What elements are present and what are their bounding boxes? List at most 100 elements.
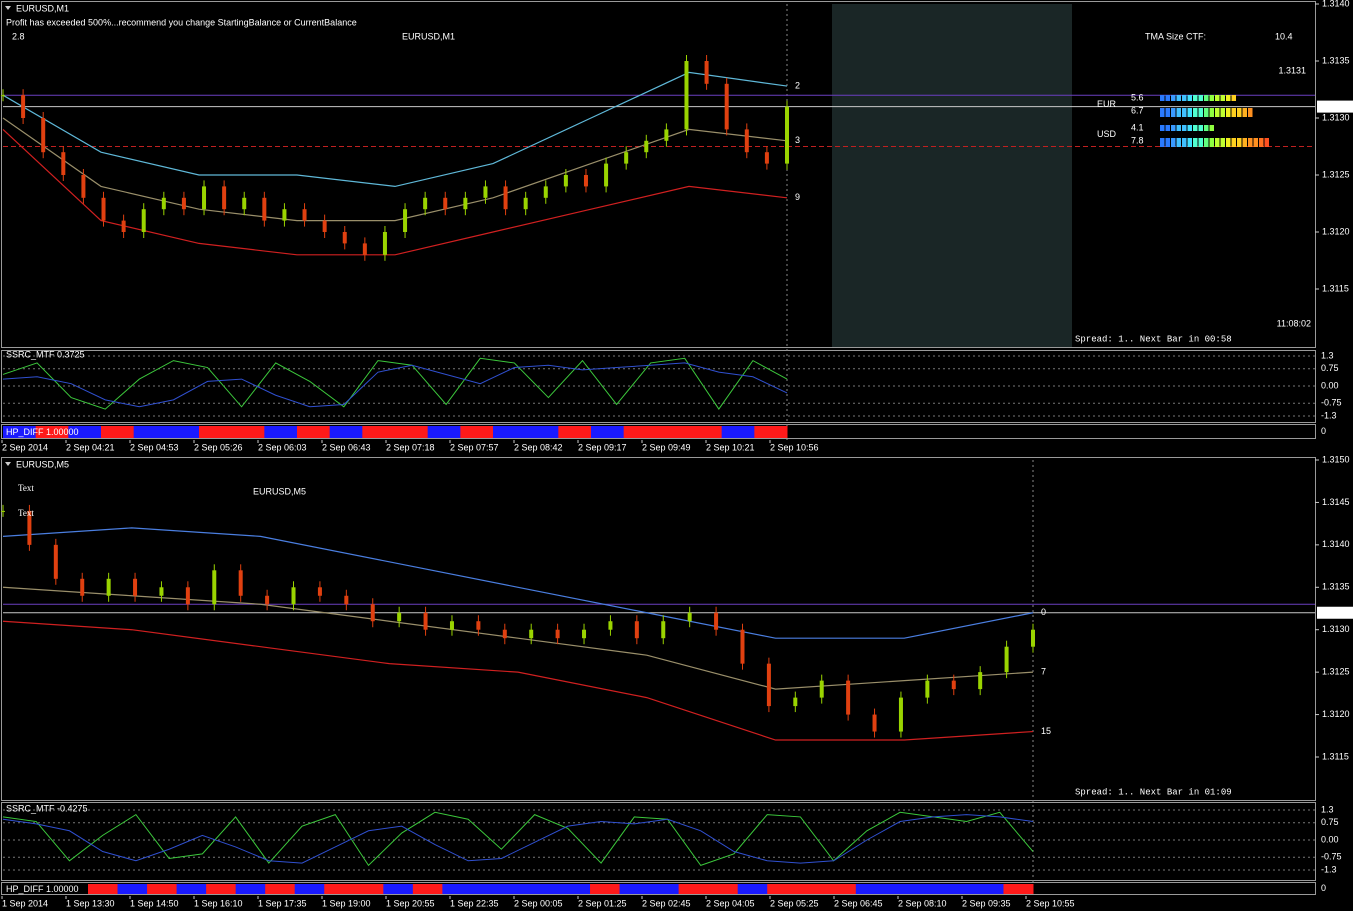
- time-label: 1 Sep 16:10: [194, 898, 243, 908]
- tma-value: 10.4: [1275, 31, 1293, 41]
- hp-segment: [460, 426, 494, 438]
- y-tick-label: 1.3125: [1322, 169, 1350, 179]
- strength-cell: [1226, 108, 1231, 117]
- time-label: 2 Sep 04:21: [66, 442, 115, 452]
- candle: [80, 578, 85, 596]
- time-label: 2 Sep 00:05: [514, 898, 563, 908]
- strength-cell: [1237, 108, 1242, 117]
- strength-cell: [1215, 138, 1220, 147]
- strength-cell: [1264, 138, 1269, 147]
- hp-segment: [689, 426, 723, 438]
- strength-value: 7.8: [1131, 135, 1144, 145]
- hp-segment: [525, 426, 559, 438]
- live-price: 1.3131: [1278, 65, 1306, 75]
- hp-segment: [199, 426, 233, 438]
- strength-cell: [1215, 108, 1220, 117]
- candle: [644, 140, 649, 153]
- candle: [322, 220, 327, 232]
- candle: [449, 621, 454, 630]
- candle: [403, 209, 408, 232]
- candle: [744, 129, 749, 153]
- strength-cell: [1160, 95, 1165, 101]
- hp-segment: [656, 426, 690, 438]
- strength-cell: [1204, 108, 1209, 117]
- y-tick-label: 1.3150: [1322, 454, 1350, 464]
- tma-label: TMA Size CTF:: [1145, 31, 1206, 41]
- hp-segment: [471, 884, 502, 894]
- strength-cell: [1165, 138, 1170, 147]
- time-label: 2 Sep 02:45: [642, 898, 691, 908]
- currency-name: USD: [1097, 129, 1117, 139]
- candle: [846, 680, 851, 715]
- strength-cell: [1176, 95, 1181, 101]
- strength-cell: [1187, 138, 1192, 147]
- y-tick-label: 1.3115: [1322, 751, 1349, 761]
- hp-axis-label: 0: [1321, 426, 1326, 436]
- hp-segment: [147, 884, 178, 894]
- osc-title: SSRC_MTF -0.4275: [6, 803, 88, 813]
- candle: [397, 612, 402, 622]
- hp-segment: [68, 426, 102, 438]
- candle: [282, 209, 287, 221]
- hp-segment: [591, 426, 625, 438]
- strength-cell: [1226, 95, 1231, 101]
- candle: [704, 61, 709, 84]
- candle: [724, 83, 729, 130]
- hp-segment: [973, 884, 1004, 894]
- band-label: 2: [795, 80, 800, 90]
- candle: [262, 197, 267, 221]
- hp-segment: [737, 884, 768, 894]
- band-line: [2, 71, 788, 188]
- strength-cell: [1193, 138, 1198, 147]
- time-label: 2 Sep 01:25: [578, 898, 627, 908]
- candle: [502, 629, 507, 639]
- strength-cell: [1171, 138, 1176, 147]
- window-title: EURUSD,M1: [16, 3, 69, 13]
- strength-cell: [1198, 95, 1203, 101]
- hp-segment: [297, 426, 331, 438]
- time-label: 2 Sep 04:53: [130, 442, 179, 452]
- y-tick-label: 1.3140: [1322, 0, 1350, 8]
- strength-cell: [1160, 138, 1165, 147]
- clock: 11:08:02: [1277, 318, 1311, 328]
- strength-cell: [1253, 138, 1258, 147]
- candle: [483, 186, 488, 198]
- strength-cell: [1187, 95, 1192, 101]
- price-tag: 1.3132: [1320, 607, 1348, 617]
- osc-line: [2, 811, 1034, 867]
- candle: [121, 220, 126, 232]
- y-tick-label: 1.3145: [1322, 497, 1350, 507]
- time-label: 2 Sep 05:25: [770, 898, 819, 908]
- hp-segment: [3, 426, 37, 438]
- strength-cell: [1248, 108, 1253, 117]
- strength-cell: [1171, 108, 1176, 117]
- strength-cell: [1165, 95, 1170, 101]
- candle: [582, 629, 587, 639]
- osc-tick-label: -0.75: [1321, 398, 1342, 408]
- candle: [443, 197, 448, 210]
- hp-segment: [117, 884, 148, 894]
- strength-value: 6.7: [1131, 105, 1144, 115]
- hp-segment: [944, 884, 975, 894]
- time-label: 1 Sep 2014: [2, 898, 48, 908]
- strength-cell: [1182, 125, 1187, 131]
- candle: [624, 152, 629, 164]
- candle: [21, 95, 26, 118]
- strength-cell: [1160, 125, 1165, 131]
- candle: [634, 621, 639, 639]
- hp-segment: [264, 426, 298, 438]
- candle: [714, 612, 719, 630]
- time-label: 2 Sep 10:55: [1026, 898, 1075, 908]
- strength-cell: [1204, 125, 1209, 131]
- candle: [529, 629, 534, 639]
- candle: [362, 243, 367, 255]
- hp-segment: [754, 426, 788, 438]
- hp-segment: [501, 884, 532, 894]
- strength-cell: [1242, 108, 1247, 117]
- time-label: 2 Sep 05:26: [194, 442, 243, 452]
- y-tick-label: 1.3140: [1322, 539, 1350, 549]
- hp-segment: [395, 426, 429, 438]
- candle: [664, 129, 669, 141]
